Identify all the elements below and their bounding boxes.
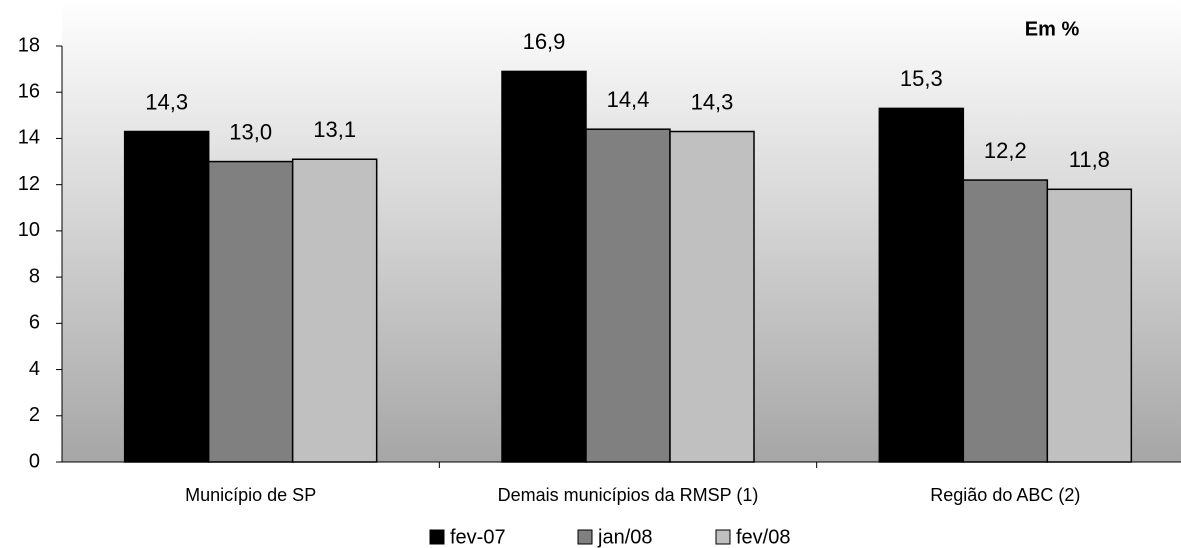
bar [669, 130, 755, 463]
y-tick-label: 18 [18, 34, 40, 56]
x-tick-label: Município de SP [185, 485, 316, 505]
y-tick-label: 4 [29, 358, 40, 380]
y-tick-label: 16 [18, 81, 40, 103]
bar [123, 130, 210, 463]
bar [291, 158, 378, 463]
x-tick-label: Demais municípios da RMSP (1) [498, 485, 759, 505]
value-label: 15,3 [900, 66, 943, 91]
legend-swatch [715, 529, 731, 545]
legend-label: fev/08 [736, 526, 790, 548]
unit-annotation: Em % [1025, 18, 1080, 40]
legend-label: jan/08 [597, 526, 653, 548]
y-tick-label: 12 [18, 173, 40, 195]
y-tick-label: 2 [29, 404, 40, 426]
y-tick-label: 0 [29, 450, 40, 472]
value-label: 14,3 [145, 89, 188, 114]
x-tick-label: Região do ABC (2) [930, 485, 1080, 505]
y-tick-label: 6 [29, 312, 40, 334]
value-label: 12,2 [984, 138, 1027, 163]
bar [1046, 188, 1133, 463]
value-label: 11,8 [1069, 147, 1110, 172]
legend-swatch [577, 529, 593, 545]
legend-label: fev-07 [450, 526, 506, 548]
value-label: 14,3 [691, 89, 734, 114]
bar [962, 179, 1049, 463]
legend-swatch [429, 529, 445, 545]
value-label: 13,1 [313, 117, 356, 142]
value-label: 16,9 [523, 29, 566, 54]
bar [585, 128, 671, 463]
bar [878, 107, 965, 463]
bar [207, 160, 294, 463]
bar [501, 70, 587, 463]
y-tick-label: 8 [29, 265, 40, 287]
y-tick-label: 14 [18, 127, 40, 149]
y-tick-label: 10 [18, 219, 40, 241]
value-label: 13,0 [229, 119, 272, 144]
value-label: 14,4 [607, 87, 650, 112]
